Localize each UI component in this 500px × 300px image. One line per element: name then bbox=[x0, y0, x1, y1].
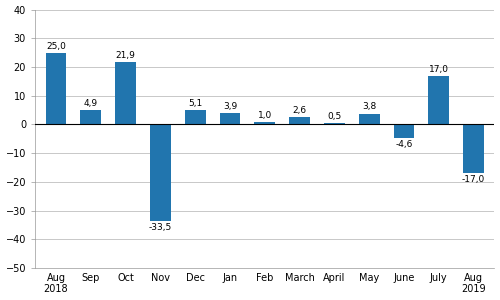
Text: 2,6: 2,6 bbox=[292, 106, 306, 115]
Text: 21,9: 21,9 bbox=[116, 50, 136, 59]
Bar bbox=[289, 117, 310, 124]
Text: 25,0: 25,0 bbox=[46, 42, 66, 51]
Bar bbox=[463, 124, 484, 173]
Text: 4,9: 4,9 bbox=[84, 99, 98, 108]
Bar bbox=[46, 52, 66, 124]
Bar bbox=[220, 113, 240, 124]
Text: -33,5: -33,5 bbox=[148, 223, 172, 232]
Bar bbox=[150, 124, 171, 220]
Text: 1,0: 1,0 bbox=[258, 110, 272, 119]
Text: 5,1: 5,1 bbox=[188, 99, 202, 108]
Bar bbox=[254, 122, 275, 124]
Bar bbox=[394, 124, 414, 138]
Bar bbox=[115, 61, 136, 124]
Text: -4,6: -4,6 bbox=[396, 140, 412, 148]
Bar bbox=[358, 113, 380, 124]
Text: 17,0: 17,0 bbox=[429, 64, 449, 74]
Bar bbox=[80, 110, 101, 124]
Bar bbox=[428, 76, 449, 124]
Text: 0,5: 0,5 bbox=[327, 112, 342, 121]
Text: 3,9: 3,9 bbox=[223, 102, 237, 111]
Bar bbox=[324, 123, 345, 124]
Bar bbox=[184, 110, 206, 124]
Text: -17,0: -17,0 bbox=[462, 175, 485, 184]
Text: 3,8: 3,8 bbox=[362, 103, 376, 112]
